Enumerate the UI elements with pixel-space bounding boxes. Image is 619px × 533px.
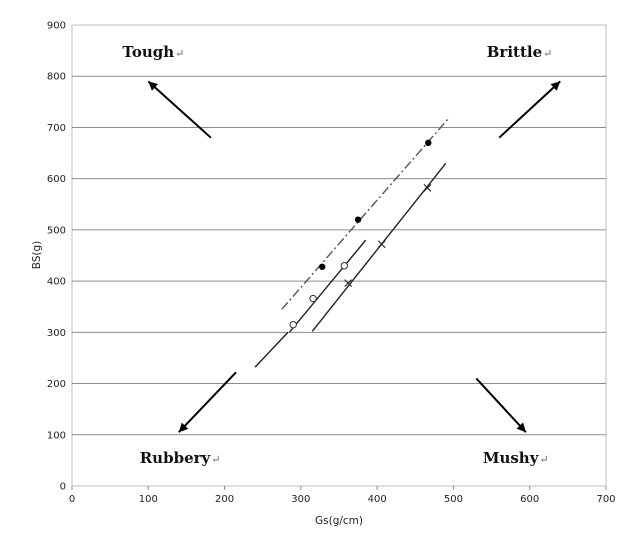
- series-1-point-3: [425, 139, 432, 147]
- brittle-arrow-line: [498, 80, 561, 139]
- x-tick-label-0: 0: [69, 494, 75, 505]
- plot-area: 0 100 200 300 400 500 600 700 0 100 200 300 400 500 6…: [47, 21, 616, 506]
- y-tick-label-700: 700: [47, 123, 66, 134]
- series-2-point-2: [309, 294, 317, 303]
- mushy-label: Mushy: [483, 449, 540, 467]
- plot-border: [71, 24, 607, 487]
- x-tick-label-400: 400: [368, 494, 387, 505]
- x-axis-ticks: 0 100 200 300 400 500 600 700: [69, 486, 616, 505]
- series-2-point-1: [289, 320, 297, 329]
- y-tick-label-900: 900: [47, 21, 66, 32]
- x-tick-label-700: 700: [596, 494, 615, 505]
- gridlines: [72, 75, 606, 436]
- y-tick-label-0: 0: [60, 482, 66, 493]
- brittle-arrow-head: [550, 81, 561, 91]
- tough-return-mark: ↵: [175, 47, 184, 60]
- data-markers: [289, 139, 432, 329]
- series-1-line: [281, 116, 451, 310]
- tough-arrow-line: [147, 80, 212, 139]
- rubbery-return-mark: ↵: [211, 453, 220, 466]
- x-tick-label-600: 600: [520, 494, 539, 505]
- series-3-point-3: [423, 183, 432, 192]
- brittle-return-mark: ↵: [543, 47, 552, 60]
- y-tick-label-400: 400: [47, 277, 66, 288]
- annotation-arrows: [147, 80, 561, 433]
- series-3-point-2: [377, 240, 386, 249]
- mushy-return-mark: ↵: [539, 453, 548, 466]
- annotation-labels: Tough ↵ Brittle ↵Rubbery ↵ Mushy ↵: [122, 43, 552, 467]
- trend-line-1: [254, 331, 289, 368]
- rubbery-label: Rubbery: [140, 449, 212, 467]
- rubbery-arrow-head: [178, 422, 189, 433]
- series-1-point-2: [354, 216, 362, 223]
- y-tick-label-200: 200: [47, 379, 66, 390]
- y-tick-label-100: 100: [47, 430, 66, 441]
- tough-arrow-head: [148, 81, 158, 91]
- mushy-arrow-line: [475, 377, 527, 433]
- y-axis-ticks: 0 100 200 300 400 500 600 700 800 900: [47, 21, 66, 493]
- y-tick-label-800: 800: [47, 72, 66, 83]
- y-tick-label-600: 600: [47, 174, 66, 185]
- series-1-point-1: [319, 263, 326, 270]
- series-2-point-3: [340, 262, 349, 270]
- mushy-arrow-head: [516, 422, 526, 433]
- tough-label: Tough: [122, 43, 174, 61]
- y-tick-label-300: 300: [47, 328, 66, 339]
- series-2-line: [288, 239, 367, 333]
- x-tick-label-200: 200: [215, 494, 234, 505]
- x-tick-label-100: 100: [139, 494, 158, 505]
- brittle-label: Brittle: [487, 43, 542, 61]
- rubbery-arrow-line: [178, 371, 237, 433]
- y-axis-label: BS(g): [31, 241, 43, 270]
- series-3-point-1: [344, 279, 353, 288]
- x-tick-label-500: 500: [444, 494, 463, 505]
- y-tick-label-500: 500: [47, 225, 66, 236]
- x-axis-label: Gs(g/cm): [315, 515, 363, 527]
- x-tick-label-300: 300: [291, 494, 310, 505]
